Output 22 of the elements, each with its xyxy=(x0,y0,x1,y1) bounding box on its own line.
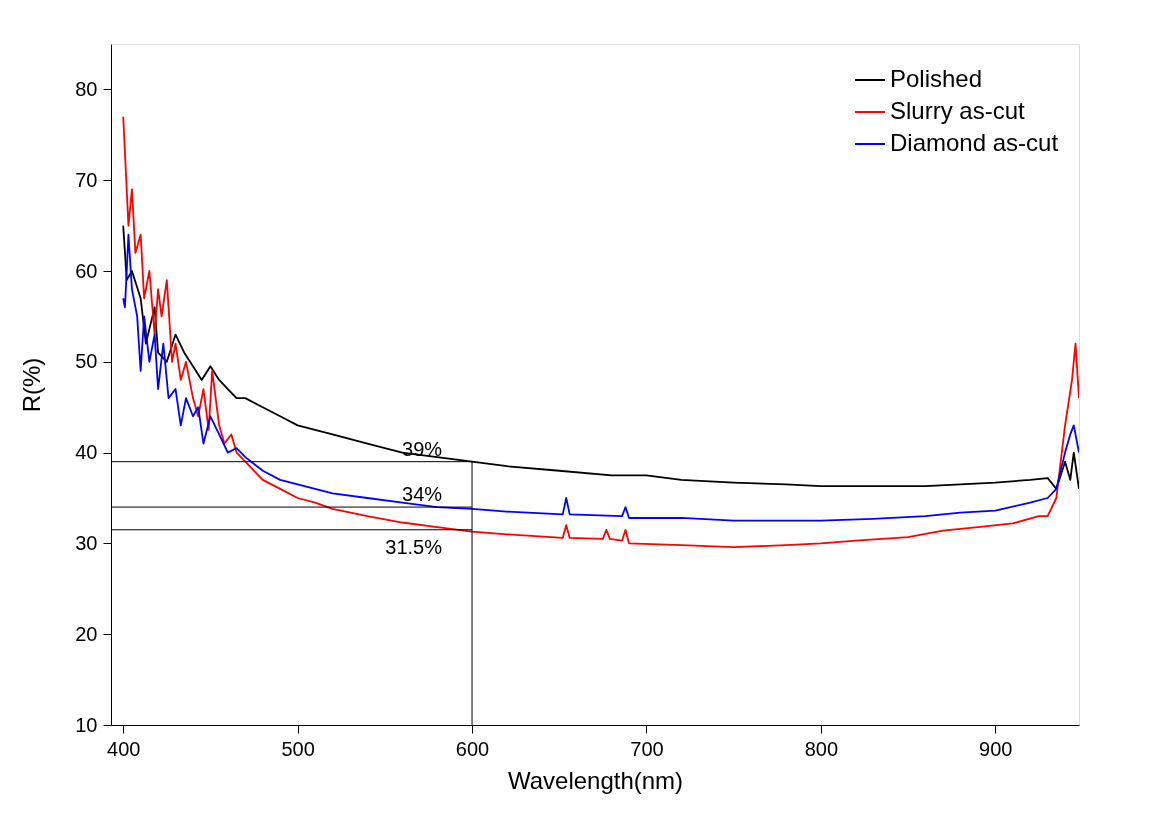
y-axis-title: R(%) xyxy=(18,357,46,413)
x-tick-label: 700 xyxy=(630,737,664,760)
x-tick-label: 600 xyxy=(455,737,490,760)
legend-label: Polished xyxy=(890,65,983,92)
y-tick-label: 80 xyxy=(75,77,98,100)
legend-label: Slurry as-cut xyxy=(890,97,1026,124)
ref-line-label: 34% xyxy=(402,483,443,506)
x-tick-label: 800 xyxy=(804,737,839,760)
y-tick-label: 30 xyxy=(75,531,98,554)
x-axis-title: Wavelength(nm) xyxy=(507,766,684,794)
y-tick-label: 10 xyxy=(75,713,98,736)
x-tick-label: 900 xyxy=(979,737,1013,760)
x-tick-label: 400 xyxy=(107,737,141,760)
y-tick-label: 70 xyxy=(75,168,98,191)
x-tick-label: 500 xyxy=(281,737,315,760)
y-tick-label: 50 xyxy=(75,350,98,373)
y-tick-label: 20 xyxy=(75,622,98,645)
y-tick-label: 40 xyxy=(75,441,98,464)
legend-label: Diamond as-cut xyxy=(890,129,1059,156)
y-tick-label: 60 xyxy=(75,259,98,282)
ref-line-label: 39% xyxy=(402,437,443,460)
ref-line-label: 31.5% xyxy=(385,535,443,558)
